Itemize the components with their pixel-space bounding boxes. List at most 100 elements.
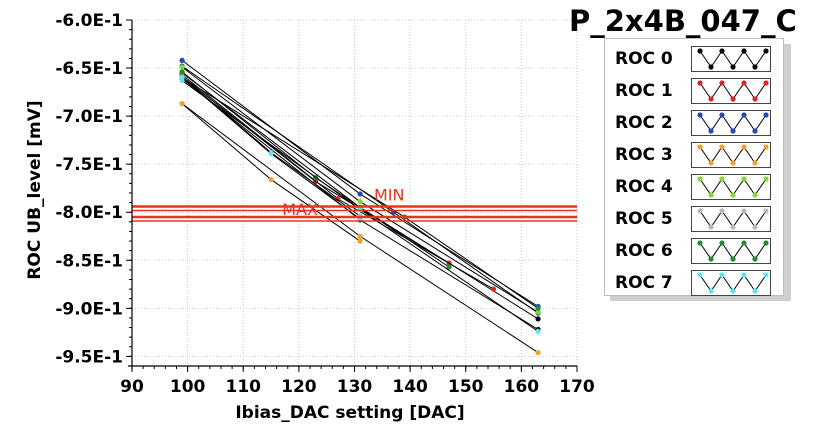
legend-swatch-marker bbox=[741, 208, 747, 214]
series-line bbox=[181, 76, 450, 264]
legend-shadow-bottom bbox=[610, 296, 791, 301]
legend-label: ROC 1 bbox=[615, 81, 673, 101]
legend-swatch-graphic bbox=[697, 208, 769, 230]
data-point bbox=[268, 150, 274, 157]
legend-entry: ROC 5 bbox=[605, 203, 783, 235]
legend-entry: ROC 6 bbox=[605, 235, 783, 267]
data-point bbox=[535, 309, 541, 315]
data-point bbox=[179, 101, 185, 107]
legend-swatch bbox=[691, 78, 771, 104]
legend-swatch-marker bbox=[763, 112, 769, 118]
reference-lines: MIN MAX bbox=[132, 185, 577, 222]
legend-swatch-marker bbox=[763, 80, 769, 86]
legend-swatch-graphic bbox=[697, 48, 769, 70]
legend-swatch-marker bbox=[719, 208, 725, 214]
data-point bbox=[535, 328, 541, 334]
legend-swatch-marker bbox=[708, 160, 714, 166]
data-point bbox=[179, 69, 185, 75]
legend-swatch-marker bbox=[763, 208, 769, 214]
legend-swatch bbox=[691, 142, 771, 168]
data-point bbox=[357, 233, 363, 239]
legend: ROC 0 ROC 1 ROC 2 ROC 3 ROC 4 ROC 5 ROC 6 ROC 7 bbox=[604, 38, 784, 296]
legend-shadow bbox=[784, 44, 791, 300]
y-axis-title: ROC UB_level [mV] bbox=[25, 100, 45, 279]
reference-line-label: MAX bbox=[282, 200, 318, 219]
legend-swatch-marker bbox=[730, 224, 736, 230]
legend-label: ROC 3 bbox=[615, 145, 673, 165]
data-point bbox=[357, 191, 363, 197]
legend-swatch bbox=[691, 46, 771, 72]
legend-swatch-marker bbox=[697, 112, 703, 118]
y-tick-label: -7.0E-1 bbox=[55, 107, 123, 127]
data-point bbox=[268, 176, 274, 183]
legend-swatch-marker bbox=[719, 272, 725, 278]
legend-entry: ROC 3 bbox=[605, 139, 783, 171]
legend-swatch-marker bbox=[752, 192, 758, 198]
data-point bbox=[179, 64, 185, 70]
y-tick-label: -8.5E-1 bbox=[55, 251, 123, 271]
legend-swatch-marker bbox=[708, 96, 714, 102]
legend-entry: ROC 1 bbox=[605, 75, 783, 107]
legend-entry: ROC 2 bbox=[605, 107, 783, 139]
legend-swatch-marker bbox=[697, 272, 703, 278]
data-point bbox=[335, 196, 341, 202]
legend-swatch-graphic bbox=[697, 112, 769, 134]
legend-swatch-marker bbox=[752, 256, 758, 262]
reference-line-label: MIN bbox=[374, 185, 405, 204]
legend-swatch-marker bbox=[697, 240, 703, 246]
legend-swatch-marker bbox=[697, 176, 703, 182]
legend-swatch bbox=[691, 110, 771, 136]
legend-swatch-marker bbox=[708, 288, 714, 294]
x-tick-label: 160 bbox=[504, 377, 540, 397]
legend-swatch-marker bbox=[697, 208, 703, 214]
legend-swatch-marker bbox=[719, 144, 725, 150]
data-point bbox=[535, 316, 541, 322]
legend-swatch-marker bbox=[763, 48, 769, 54]
y-tick-label: -8.0E-1 bbox=[55, 203, 123, 223]
legend-swatch-marker bbox=[741, 240, 747, 246]
legend-swatch-marker bbox=[752, 96, 758, 102]
plot-title: P_2x4B_047_C bbox=[569, 4, 797, 38]
legend-swatch bbox=[691, 238, 771, 264]
legend-label: ROC 7 bbox=[615, 273, 673, 293]
legend-swatch-marker bbox=[708, 64, 714, 70]
legend-swatch-marker bbox=[752, 288, 758, 294]
legend-swatch-marker bbox=[741, 80, 747, 86]
legend-swatch-marker bbox=[752, 64, 758, 70]
x-tick-label: 150 bbox=[448, 377, 484, 397]
legend-swatch bbox=[691, 206, 771, 232]
legend-swatch-marker bbox=[697, 48, 703, 54]
legend-swatch-graphic bbox=[697, 144, 769, 166]
data-point bbox=[490, 286, 497, 292]
legend-swatch-marker bbox=[741, 48, 747, 54]
grid bbox=[131, 19, 578, 366]
legend-swatch bbox=[691, 174, 771, 200]
y-tick-label: -7.5E-1 bbox=[55, 155, 123, 175]
legend-label: ROC 2 bbox=[615, 113, 673, 133]
y-tick-label: -9.0E-1 bbox=[55, 299, 123, 319]
series-line bbox=[181, 59, 539, 307]
legend-swatch-marker bbox=[719, 112, 725, 118]
legend-swatch bbox=[691, 270, 771, 296]
legend-swatch-marker bbox=[741, 112, 747, 118]
legend-entry: ROC 4 bbox=[605, 171, 783, 203]
legend-swatch-marker bbox=[719, 80, 725, 86]
legend-swatch-marker bbox=[763, 144, 769, 150]
legend-swatch-marker bbox=[697, 80, 703, 86]
legend-swatch-marker bbox=[730, 96, 736, 102]
x-tick-label: 90 bbox=[120, 377, 144, 397]
axes: -6.0E-1 -6.5E-1 -7.0E-1 -7.5E-1 -8.0E-1 -8.5E… bbox=[55, 11, 595, 397]
series-line bbox=[181, 103, 539, 353]
legend-swatch-marker bbox=[752, 160, 758, 166]
legend-swatch-marker bbox=[708, 256, 714, 262]
legend-swatch-marker bbox=[697, 144, 703, 150]
data-point bbox=[179, 57, 185, 63]
legend-swatch-marker bbox=[730, 256, 736, 262]
legend-entry: ROC 0 bbox=[605, 43, 783, 75]
legend-label: ROC 4 bbox=[615, 177, 673, 197]
y-tick-label: -9.5E-1 bbox=[55, 347, 123, 367]
legend-swatch-marker bbox=[719, 48, 725, 54]
legend-swatch-marker bbox=[719, 240, 725, 246]
legend-swatch-marker bbox=[741, 272, 747, 278]
